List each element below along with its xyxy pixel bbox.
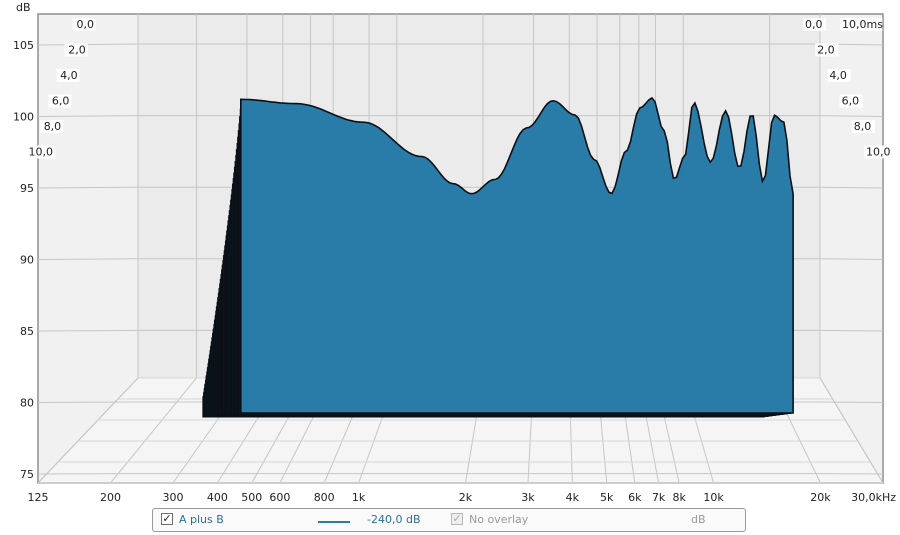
depth-unit-label-bg bbox=[840, 18, 883, 31]
x-tick-label: 20k bbox=[810, 491, 831, 504]
x-tick-label: 400 bbox=[207, 491, 228, 504]
x-tick-label: 2k bbox=[459, 491, 473, 504]
series-label: A plus B bbox=[179, 513, 224, 526]
overlay-checkbox[interactable]: ✓ bbox=[451, 512, 463, 525]
x-tick-label: 10k bbox=[703, 491, 724, 504]
x-tick-label: 200 bbox=[100, 491, 121, 504]
waterfall-slice bbox=[240, 96, 794, 414]
depth-tick-left: 10,0 bbox=[29, 146, 54, 159]
y-tick-label: 75 bbox=[20, 468, 34, 481]
series-checkbox[interactable]: ✓ bbox=[161, 512, 173, 525]
level-left-gridline bbox=[37, 115, 139, 117]
depth-tick-right-bg bbox=[864, 145, 894, 159]
waterfall-surface bbox=[202, 96, 794, 418]
depth-tick-right: 2,0 bbox=[817, 44, 835, 57]
depth-tick-left-bg bbox=[64, 43, 88, 57]
x-tick-label: 6k bbox=[628, 491, 642, 504]
level-left-gridline bbox=[37, 258, 139, 260]
depth-tick-right: 0,0 bbox=[805, 18, 823, 31]
x-tick-label: 3k bbox=[521, 491, 535, 504]
depth-tick-right-bg bbox=[803, 18, 827, 31]
freq-floor-gridline bbox=[819, 377, 884, 484]
depth-tick-left: 2,0 bbox=[68, 44, 86, 57]
level-right-gridline bbox=[819, 115, 884, 117]
x-tick-label: 300 bbox=[162, 491, 183, 504]
y-tick-label: 90 bbox=[20, 254, 34, 267]
x-tick-label: 125 bbox=[28, 491, 49, 504]
x-tick-label: 7k bbox=[652, 491, 666, 504]
level-left-gridline bbox=[37, 43, 139, 46]
depth-unit-label: 10,0ms bbox=[842, 18, 883, 31]
legend-bar: ✓ A plus B -240,0 dB ✓ No overlay dB bbox=[152, 508, 746, 532]
level-left-gridline bbox=[37, 401, 139, 403]
depth-tick-left-bg bbox=[56, 69, 80, 82]
level-right-gridline bbox=[819, 258, 884, 260]
depth-tick-left-bg bbox=[40, 120, 64, 133]
depth-tick-right: 6,0 bbox=[842, 95, 860, 108]
depth-tick-left: 6,0 bbox=[52, 95, 70, 108]
x-tick-label: 1k bbox=[352, 491, 366, 504]
x-tick-label: 500 bbox=[241, 491, 262, 504]
x-tick-label: 5k bbox=[600, 491, 614, 504]
overlay-label: No overlay bbox=[469, 513, 529, 526]
overlay-unit: dB bbox=[691, 513, 706, 526]
depth-tick-left-bg bbox=[25, 145, 55, 159]
depth-tick-right: 10,0 bbox=[866, 146, 891, 159]
y-axis-unit: dB bbox=[16, 1, 31, 14]
smoothing-value: -240,0 dB bbox=[367, 513, 421, 526]
tick-labels: 105 100 95 90 85 80 75 125 200 300 400 500 600 800 1k 2… bbox=[13, 18, 896, 504]
depth-tick-left-bg bbox=[48, 94, 72, 108]
depth-tick-left: 8,0 bbox=[44, 120, 62, 133]
level-right-gridline bbox=[819, 329, 884, 332]
freq-floor-gridline bbox=[110, 377, 197, 484]
y-tick-label: 85 bbox=[20, 325, 34, 338]
x-tick-label: 30,0kHz bbox=[851, 491, 896, 504]
x-tick-label: 800 bbox=[314, 491, 335, 504]
freq-floor-gridline bbox=[37, 377, 139, 484]
x-tick-label: 8k bbox=[673, 491, 687, 504]
level-left-gridline bbox=[37, 186, 139, 189]
series-line-swatch bbox=[318, 521, 350, 523]
y-tick-label: 80 bbox=[20, 397, 34, 410]
depth-tick-right: 4,0 bbox=[829, 69, 847, 82]
depth-tick-right: 8,0 bbox=[854, 120, 872, 133]
depth-tick-left: 4,0 bbox=[60, 69, 78, 82]
depth-tick-right-bg bbox=[851, 120, 875, 133]
y-tick-label: 105 bbox=[13, 39, 34, 52]
depth-tick-right-bg bbox=[839, 94, 863, 108]
waterfall-chart: 105 100 95 90 85 80 75 125 200 300 400 500 600 800 1k 2… bbox=[13, 1, 896, 504]
x-tick-label: 4k bbox=[566, 491, 580, 504]
y-tick-label: 100 bbox=[13, 111, 34, 124]
y-tick-label: 95 bbox=[20, 182, 34, 195]
level-left-gridline bbox=[37, 329, 139, 332]
depth-tick-right-bg bbox=[827, 69, 851, 82]
level-right-gridline bbox=[819, 401, 884, 403]
level-right-gridline bbox=[819, 186, 884, 189]
depth-tick-left: 0,0 bbox=[77, 18, 95, 31]
depth-tick-left-bg bbox=[72, 18, 96, 31]
depth-tick-right-bg bbox=[815, 43, 839, 57]
x-tick-label: 600 bbox=[269, 491, 290, 504]
